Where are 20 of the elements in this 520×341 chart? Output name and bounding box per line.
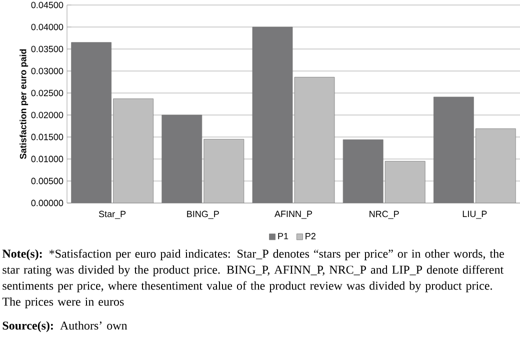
y-tick-label: 0.03000 bbox=[31, 68, 64, 74]
y-tick-label: 0.01500 bbox=[31, 134, 64, 140]
y-tick-label: 0.00500 bbox=[31, 178, 64, 184]
y-tick-label: 0.02500 bbox=[31, 90, 64, 96]
x-tick-label: AFINN_P bbox=[274, 210, 312, 219]
text: Note(s): *Satisfaction per euro paid indicates: Star_P denotes “stars per price” or in other words, the star rating was divided by the product price. BING_P, AFINN_P, NRC_P and LIP_P denote different sentiments per price, where thesentiment value of the product review was divided by product price. The prices were in euros bbox=[2, 249, 504, 308]
y-tick-label: 0.02000 bbox=[31, 112, 64, 118]
text: Source(s): Authors’ own bbox=[2, 321, 128, 332]
x-tick-label: LIU_P bbox=[462, 210, 487, 219]
y-axis-title: Satisfaction per euro paid bbox=[20, 49, 28, 159]
x-tick-label: Star_P bbox=[98, 210, 126, 219]
y-tick-label: 0.01000 bbox=[31, 156, 64, 162]
y-tick-label: 0.00000 bbox=[31, 200, 64, 206]
y-tick-label: 0.03500 bbox=[31, 46, 64, 52]
x-tick-label: NRC_P bbox=[370, 210, 399, 219]
legend-label: P2 bbox=[306, 232, 316, 240]
y-tick-label: 0.04500 bbox=[31, 2, 64, 8]
x-tick-label: BING_P bbox=[187, 210, 219, 219]
legend-label: P1 bbox=[278, 232, 288, 240]
y-tick-label: 0.04000 bbox=[31, 24, 64, 30]
